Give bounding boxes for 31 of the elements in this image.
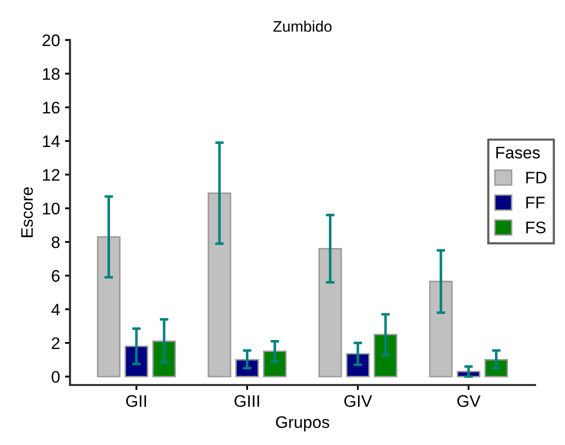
x-tick-label: GIII: [234, 395, 260, 407]
bar: [152, 340, 176, 378]
bar: [346, 353, 370, 378]
legend-label: FS: [526, 222, 546, 234]
legend-label: FF: [526, 196, 545, 208]
bar: [374, 334, 398, 378]
y-axis-title: Escore: [21, 187, 33, 238]
y-tick-label: 8: [52, 236, 60, 248]
y-tick-label: 0: [52, 370, 60, 383]
bar: [208, 192, 232, 378]
bar: [318, 248, 342, 378]
y-tick-label: 16: [43, 102, 60, 114]
bar: [96, 236, 121, 378]
legend-title: Fases: [496, 146, 540, 159]
x-axis-title: Grupos: [276, 416, 330, 432]
bar: [429, 280, 453, 378]
legend-label: FD: [526, 172, 546, 184]
y-tick-label: 14: [43, 136, 60, 148]
x-tick-label: GIV: [344, 395, 372, 407]
y-tick-label: 10: [43, 202, 60, 214]
y-tick-label: 6: [52, 270, 60, 282]
bar: [263, 350, 287, 378]
bar: [235, 359, 259, 378]
y-tick-label: 18: [43, 68, 60, 80]
x-tick-label: GII: [126, 395, 146, 407]
x-tick-label: GV: [457, 395, 481, 407]
y-tick-label: 2: [52, 337, 60, 349]
y-tick-label: 4: [51, 304, 60, 316]
chart-title: Zumbido: [273, 20, 332, 32]
y-tick-label: 20: [42, 34, 60, 46]
y-tick-label: 12: [43, 169, 60, 181]
